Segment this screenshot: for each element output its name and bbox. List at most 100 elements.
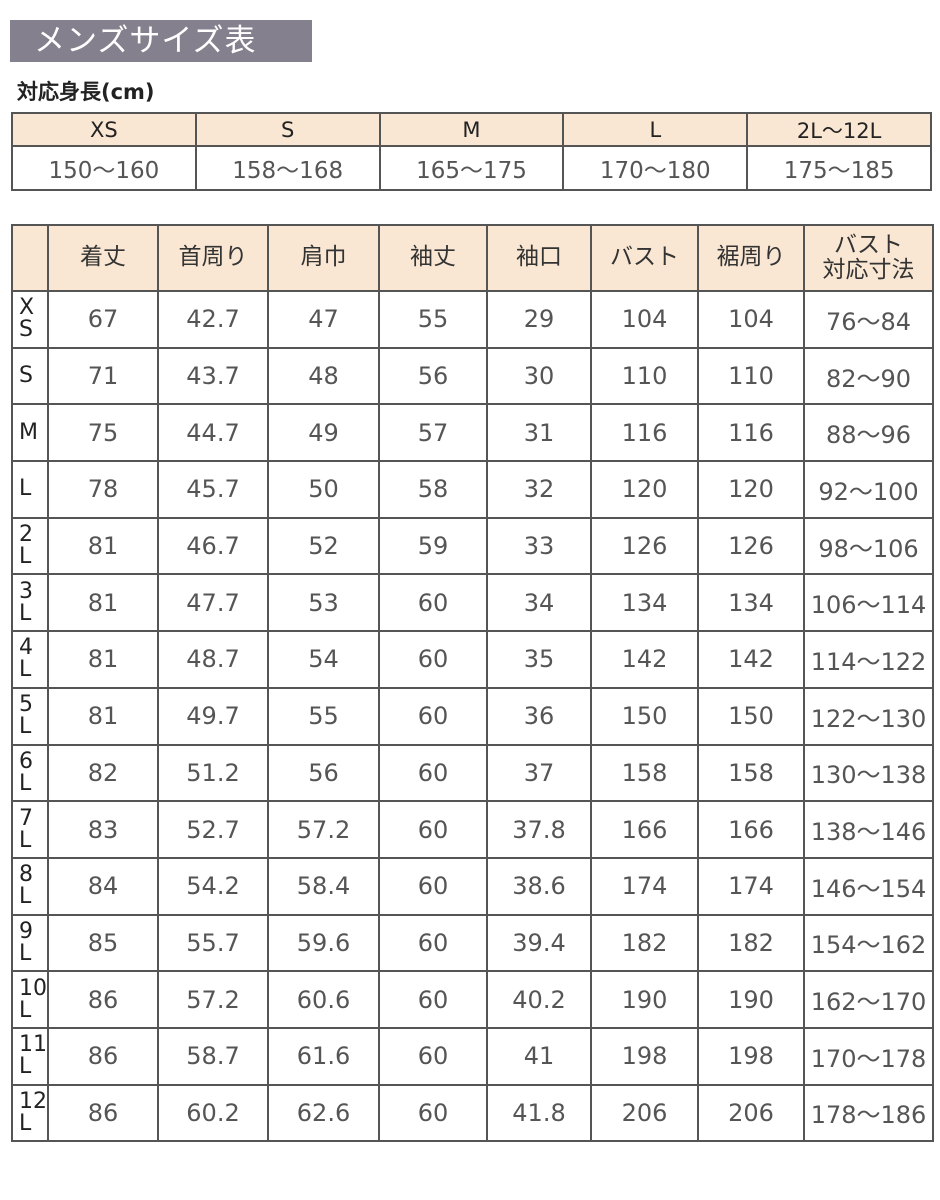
table-cell: 60 bbox=[378, 1083, 488, 1143]
table-row: 6 L 82 51.2 56 60 37 158 158 130～138 bbox=[11, 743, 934, 803]
table-cell: 52.7 bbox=[157, 800, 269, 859]
table-cell: 134 bbox=[590, 573, 699, 633]
height-range-row: 150～160 158～168 165～175 170～180 175～185 bbox=[11, 145, 932, 191]
table-cell: 84 bbox=[47, 856, 159, 916]
table-cell: 130～138 bbox=[803, 743, 934, 803]
height-range-cell: 165～175 bbox=[378, 145, 565, 191]
table-cell: 35 bbox=[486, 630, 592, 689]
table-cell: 30 bbox=[486, 346, 592, 406]
table-cell: 116 bbox=[590, 403, 699, 463]
table-cell: 190 bbox=[590, 970, 699, 1029]
table-cell: 146～154 bbox=[803, 856, 934, 916]
table-cell: 52 bbox=[267, 516, 380, 576]
column-header bbox=[11, 224, 49, 292]
table-cell: 42.7 bbox=[157, 290, 269, 349]
table-cell: 166 bbox=[697, 800, 805, 859]
table-cell: 85 bbox=[47, 913, 159, 973]
table-row: 10 L 86 57.2 60.6 60 40.2 190 190 162～170 bbox=[11, 970, 934, 1029]
table-cell: 122～130 bbox=[803, 686, 934, 746]
table-cell: 45.7 bbox=[157, 460, 269, 519]
table-cell: 43.7 bbox=[157, 346, 269, 406]
table-cell: 37 bbox=[486, 743, 592, 803]
size-label-part: 3 bbox=[19, 578, 33, 604]
size-label-part: 5 bbox=[19, 692, 33, 718]
table-cell: 60 bbox=[378, 800, 488, 859]
height-section-label: 対応身長(cm) bbox=[17, 80, 155, 104]
column-header: 着丈 bbox=[47, 224, 159, 292]
size-label-part: 8 bbox=[19, 862, 33, 888]
table-cell: 106～114 bbox=[803, 573, 934, 633]
table-cell: 31 bbox=[486, 403, 592, 463]
size-label-part: M bbox=[19, 419, 38, 445]
height-size-header: XS bbox=[11, 112, 197, 147]
column-header: 袖丈 bbox=[378, 224, 488, 292]
table-row: 9 L 85 55.7 59.6 60 39.4 182 182 154～162 bbox=[11, 913, 934, 973]
table-cell: 47 bbox=[267, 290, 380, 349]
size-label-part: L bbox=[19, 884, 32, 910]
column-header: バスト bbox=[590, 224, 699, 292]
table-cell: 56 bbox=[378, 346, 488, 406]
table-cell: 110 bbox=[590, 346, 699, 406]
column-header: 袖口 bbox=[486, 224, 592, 292]
size-label-part: L bbox=[19, 940, 32, 966]
table-row: 12 L 86 60.2 62.6 60 41.8 206 206 178～186 bbox=[11, 1083, 934, 1143]
size-label-part: L bbox=[19, 544, 32, 570]
table-cell: 75 bbox=[47, 403, 159, 463]
table-cell: 34 bbox=[486, 573, 592, 633]
table-cell: 53 bbox=[267, 573, 380, 633]
size-label: L bbox=[11, 460, 49, 519]
table-cell: 92～100 bbox=[803, 460, 934, 519]
table-cell: 60 bbox=[378, 573, 488, 633]
table-cell: 178～186 bbox=[803, 1083, 934, 1143]
height-range-cell: 175～185 bbox=[746, 145, 932, 191]
table-cell: 83 bbox=[47, 800, 159, 859]
table-cell: 51.2 bbox=[157, 743, 269, 803]
size-label-part: 6 bbox=[19, 748, 33, 774]
size-label-part: 9 bbox=[19, 918, 33, 944]
size-label-part: L bbox=[19, 600, 32, 626]
size-label-part: S bbox=[19, 363, 33, 389]
table-cell: 138～146 bbox=[803, 800, 934, 859]
table-cell: 49 bbox=[267, 403, 380, 463]
size-label-part: L bbox=[19, 476, 32, 502]
table-cell: 46.7 bbox=[157, 516, 269, 576]
table-cell: 48 bbox=[267, 346, 380, 406]
table-cell: 47.7 bbox=[157, 573, 269, 633]
table-row: 8 L 84 54.2 58.4 60 38.6 174 174 146～154 bbox=[11, 856, 934, 916]
size-label-part: S bbox=[19, 317, 33, 343]
table-cell: 150 bbox=[590, 686, 699, 746]
column-header: バスト 対応寸法 bbox=[803, 224, 934, 292]
table-cell: 60 bbox=[378, 856, 488, 916]
size-table-header: 着丈 首周り 肩巾 袖丈 袖口 バスト 裾周り バスト 対応寸法 bbox=[11, 224, 934, 292]
table-cell: 67 bbox=[47, 290, 159, 349]
table-cell: 120 bbox=[697, 460, 805, 519]
table-row: 7 L 83 52.7 57.2 60 37.8 166 166 138～146 bbox=[11, 800, 934, 859]
size-label-part: L bbox=[19, 997, 32, 1023]
table-cell: 104 bbox=[697, 290, 805, 349]
size-label-part: 7 bbox=[19, 805, 33, 831]
table-cell: 88～96 bbox=[803, 403, 934, 463]
table-row: X S 67 42.7 47 55 29 104 104 76～84 bbox=[11, 290, 934, 349]
table-cell: 50 bbox=[267, 460, 380, 519]
table-cell: 59 bbox=[378, 516, 488, 576]
table-cell: 182 bbox=[590, 913, 699, 973]
table-cell: 198 bbox=[590, 1026, 699, 1086]
table-cell: 38.6 bbox=[486, 856, 592, 916]
size-label: 11 L bbox=[11, 1026, 49, 1086]
table-cell: 61.6 bbox=[267, 1026, 380, 1086]
table-cell: 36 bbox=[486, 686, 592, 746]
table-cell: 78 bbox=[47, 460, 159, 519]
table-cell: 182 bbox=[697, 913, 805, 973]
table-row: M 75 44.7 49 57 31 116 116 88～96 bbox=[11, 403, 934, 463]
table-cell: 57.2 bbox=[157, 970, 269, 1029]
table-cell: 134 bbox=[697, 573, 805, 633]
table-cell: 32 bbox=[486, 460, 592, 519]
size-label: S bbox=[11, 346, 49, 406]
table-cell: 110 bbox=[697, 346, 805, 406]
table-cell: 76～84 bbox=[803, 290, 934, 349]
table-cell: 54.2 bbox=[157, 856, 269, 916]
